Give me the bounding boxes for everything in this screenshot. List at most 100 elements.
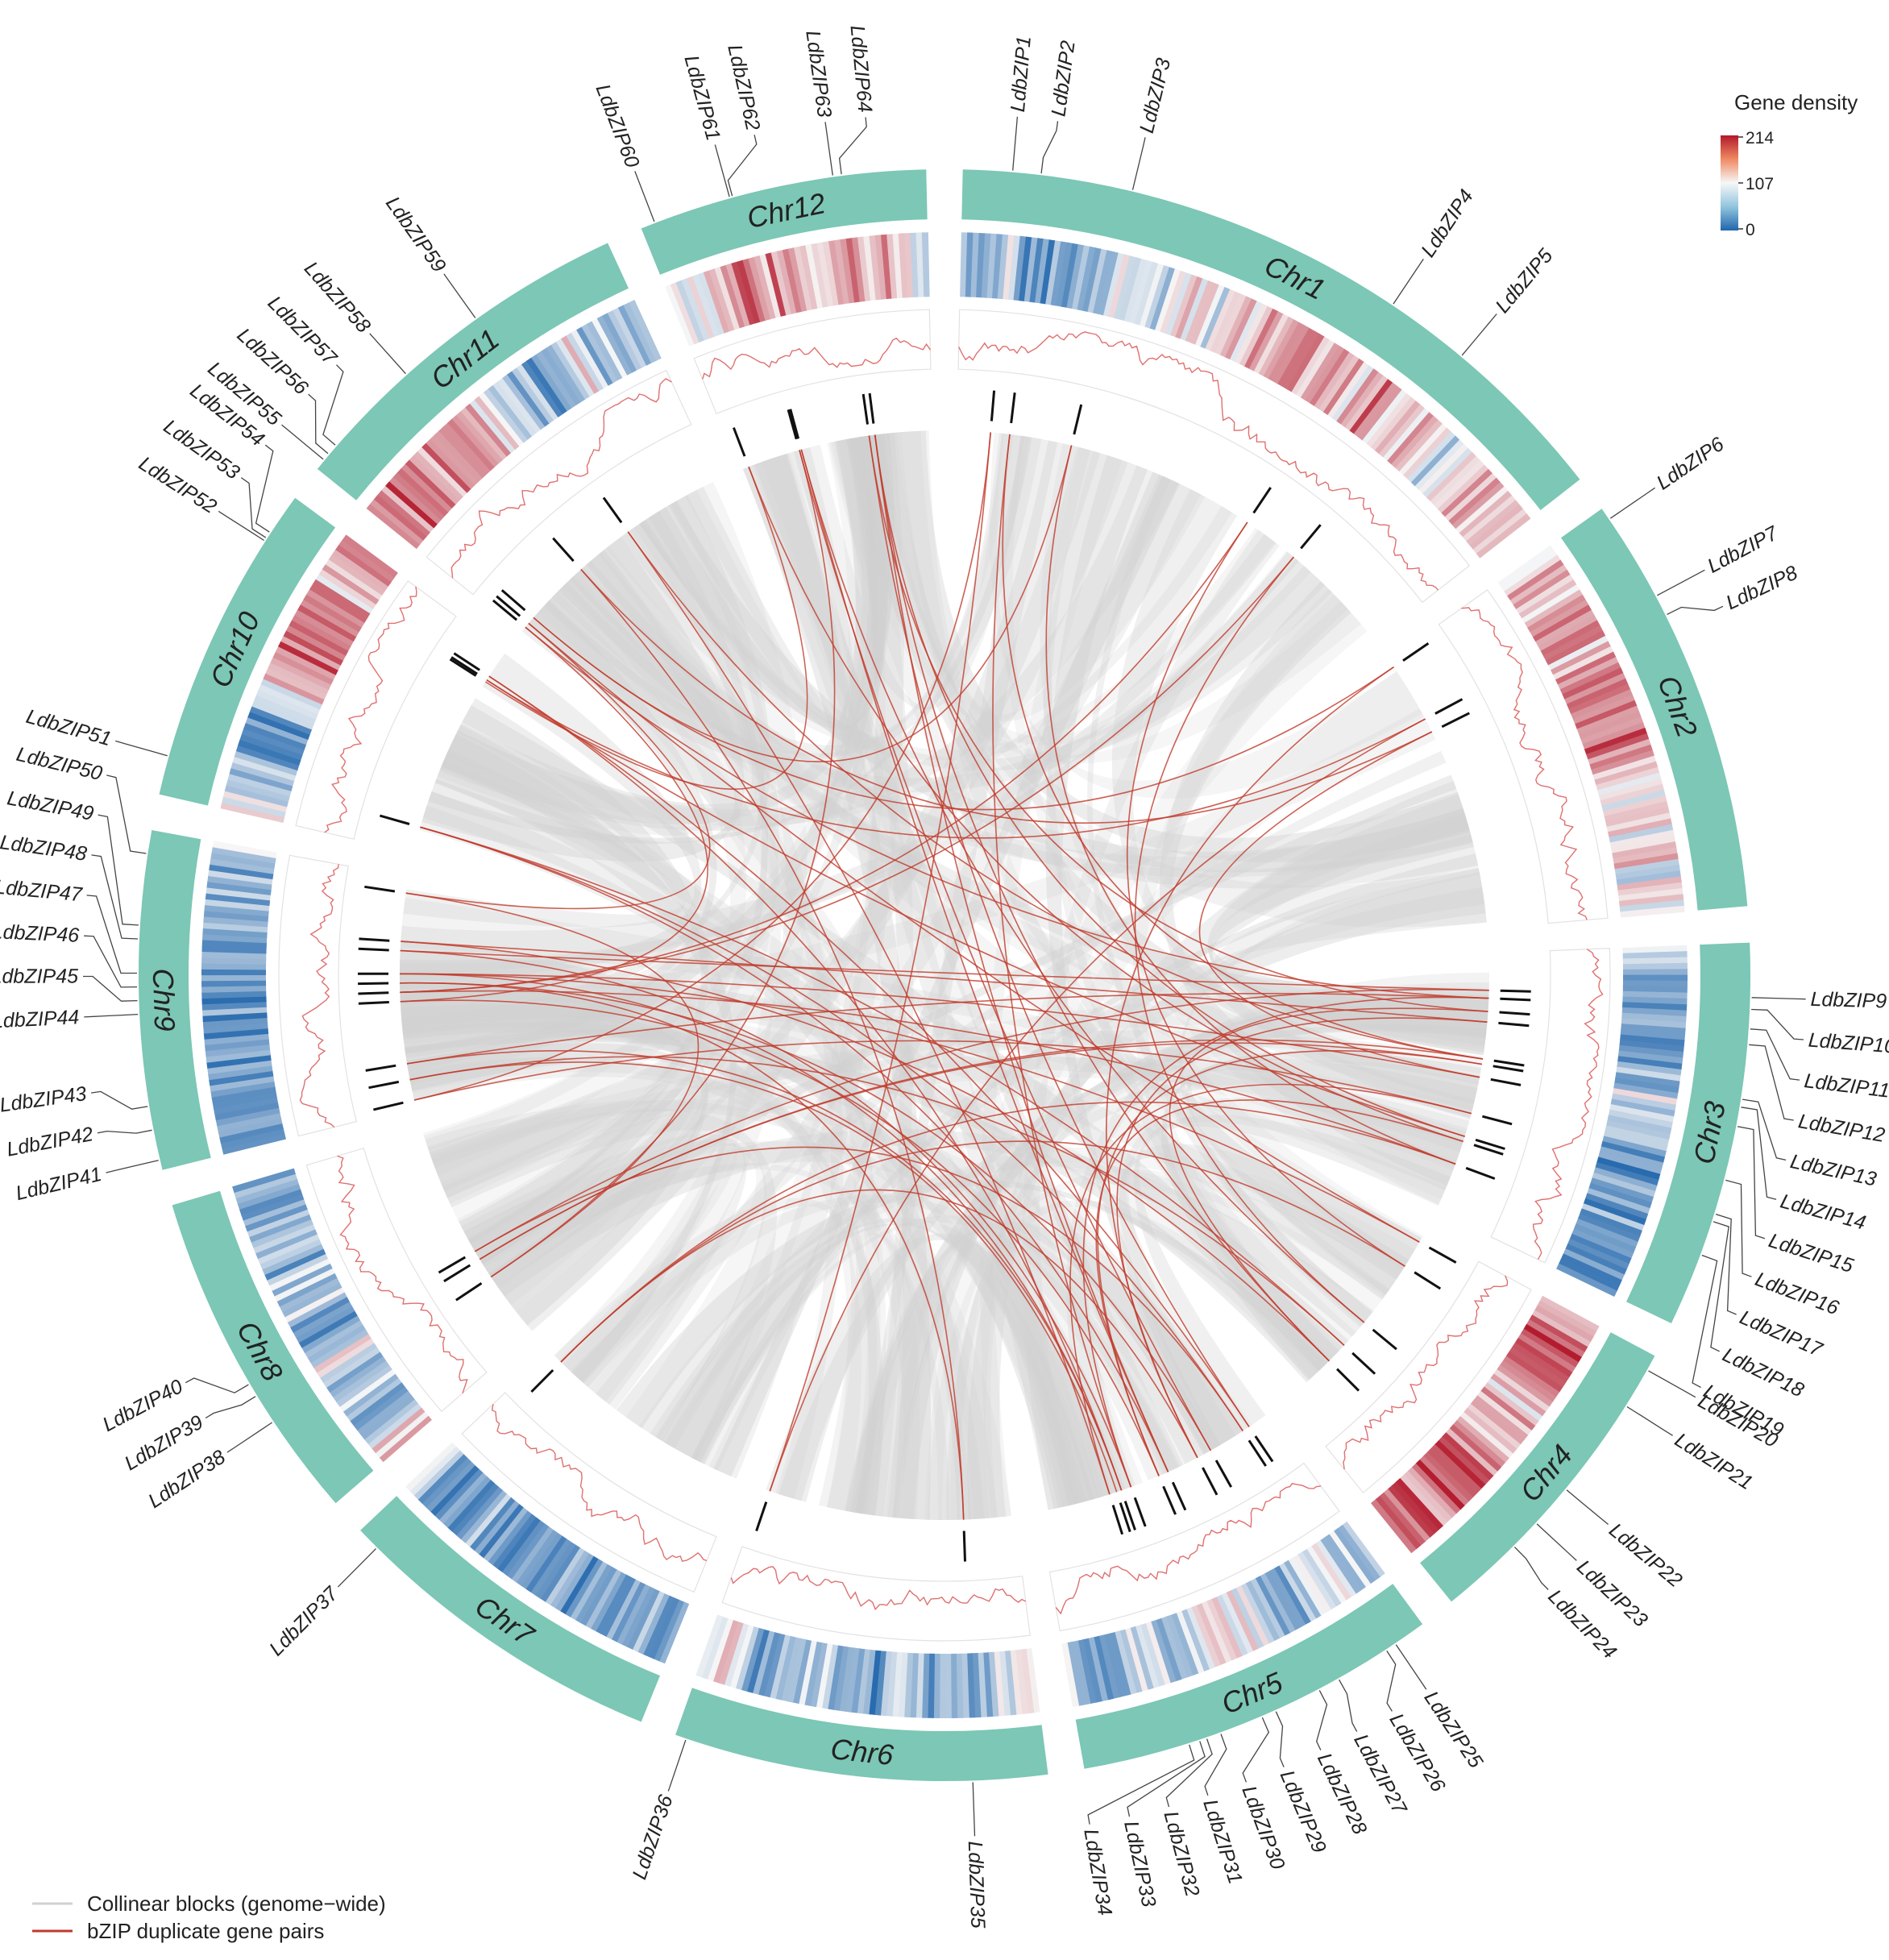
density-cell [1108,254,1131,318]
gene-leader-line [1536,1523,1577,1561]
density-cell [322,563,380,605]
gene-leader-line [1656,569,1705,596]
duplicate-pair-link [400,949,1489,991]
density-cell [251,700,314,730]
density-cell [469,1497,516,1551]
density-cell [1442,1432,1494,1481]
line-track-frame [721,1546,1031,1642]
legend-mid-label: 107 [1746,175,1774,193]
density-cell [205,1038,270,1052]
collinear-ribbon [423,435,878,1176]
collinear-ribbon [670,436,886,1464]
density-cell [993,1651,1005,1717]
density-cell [413,451,464,501]
gene-leader-line [1667,605,1724,615]
density-cell [483,388,529,443]
density-cell [1565,1244,1627,1276]
density-cell [607,309,642,371]
density-cell [1531,1310,1591,1348]
density-cell [1072,245,1090,310]
density-cell [1613,847,1678,865]
density-cell [1476,513,1531,559]
line-track-frame [426,369,692,596]
density-cell [1371,1499,1417,1554]
density-cell [245,716,309,745]
density-cell [315,573,374,614]
density-cell [379,1415,432,1463]
density-cell [226,779,290,802]
density-cell [612,307,647,368]
density-cell [1619,894,1684,907]
density-cell [1297,1551,1337,1610]
density-cell [1604,801,1669,822]
density-cell [759,254,782,318]
density-cell [665,284,695,347]
density-cell [961,1653,969,1718]
density-cell [207,1060,272,1075]
density-cell [280,635,342,671]
density-cell [251,1219,313,1248]
density-cell [1056,242,1073,307]
density-line [1055,1483,1322,1615]
density-cell [1448,477,1501,525]
density-cell [1559,1258,1620,1292]
density-cell [241,1194,305,1221]
density-cell [845,1647,860,1713]
density-cell [950,1653,958,1718]
duplicate-pair-link [488,675,1250,1427]
density-cell [1196,1603,1227,1666]
collinear-ribbon [1207,794,1488,1053]
gene-leader-line [1609,487,1655,519]
gene-label: LdbZIP3 [1135,56,1175,135]
density-cell [1426,1447,1478,1498]
density-cell [794,246,813,311]
gene-tick [358,1001,389,1005]
collinear-ribbon [791,433,1030,710]
density-cell [1617,876,1682,891]
gene-leader-line [667,1739,687,1792]
density-cell [474,396,520,451]
density-cell [260,678,323,710]
density-cell [1576,705,1640,735]
density-cell [313,1333,372,1373]
density-cell [213,1096,278,1115]
gene-leader-line [1751,997,1806,1000]
density-cell [281,1282,343,1318]
density-cell [1616,870,1681,886]
collinear-ribbons-layer [399,430,1490,1521]
density-cell [637,1592,670,1655]
density-cell [389,476,442,525]
duplicate-pair-link [486,679,1426,839]
density-cell [1305,346,1345,404]
density-cell [1617,1061,1682,1077]
collinear-ribbon [766,1233,1113,1508]
density-cell [1596,766,1660,791]
chromosome-chr11 [317,243,629,500]
density-cell [366,503,421,550]
density-cell [725,263,751,327]
density-cell [502,374,546,430]
density-cell [442,1476,492,1528]
density-cell [1622,1002,1688,1011]
density-cell [405,1442,457,1492]
density-cell [559,1555,599,1614]
density-cell [1493,1368,1550,1412]
density-cell [1331,365,1375,422]
gene-label: LdbZIP15 [1766,1229,1856,1277]
density-cell [1248,311,1285,372]
chromosome-chr4 [1420,1332,1655,1602]
density-cell [239,733,303,761]
gene-tick [1351,1352,1376,1375]
density-cell [1314,351,1356,409]
gene-label: LdbZIP8 [1722,561,1800,614]
density-cell [319,1342,377,1383]
density-cell [1455,486,1509,534]
density-cell [1087,248,1108,314]
density-cell [263,672,325,705]
density-line [491,1404,708,1563]
density-cell [602,313,637,373]
density-cell [648,1597,679,1659]
density-cell [421,1457,471,1508]
density-cell [1283,1559,1322,1619]
density-cell [1318,355,1360,413]
